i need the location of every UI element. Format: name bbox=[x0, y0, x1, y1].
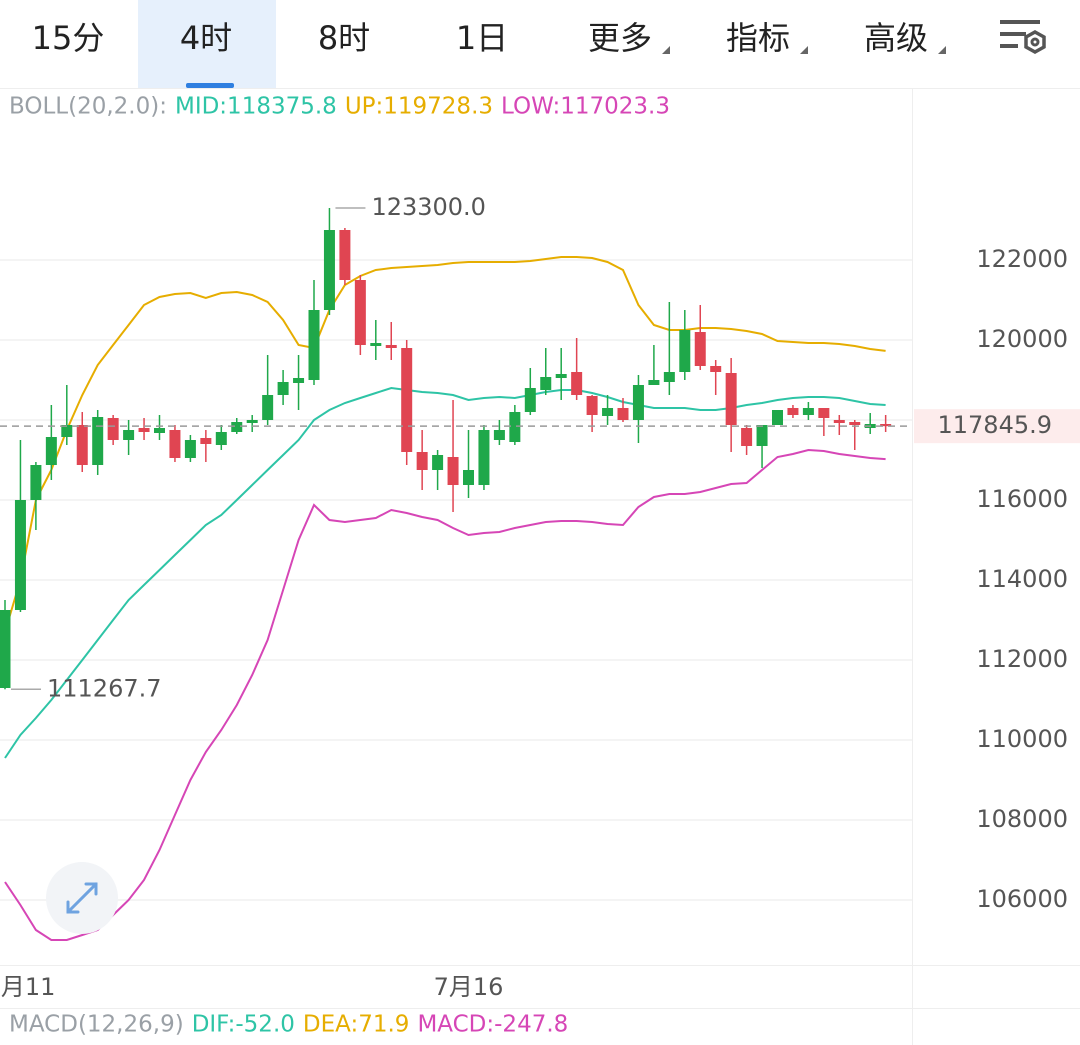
candle-body bbox=[323, 230, 335, 310]
candle-body bbox=[231, 422, 243, 432]
legend-item: UP:119728.3 bbox=[345, 94, 493, 120]
candle-body bbox=[880, 424, 892, 427]
candle-body bbox=[138, 428, 150, 432]
legend-item: LOW:117023.3 bbox=[501, 94, 670, 120]
x-tick-label: 7月11 bbox=[0, 973, 55, 1001]
candle-body bbox=[802, 408, 814, 415]
tab[interactable]: 15分 bbox=[32, 19, 105, 57]
annotation-label: 123300.0 bbox=[371, 193, 486, 221]
candle-body bbox=[76, 425, 88, 465]
tab[interactable]: 4时 bbox=[180, 19, 232, 57]
boll-line bbox=[4, 448, 886, 941]
expand-button[interactable] bbox=[46, 862, 118, 934]
tab-indicator bbox=[186, 83, 234, 88]
y-tick-label: 112000 bbox=[976, 645, 1068, 673]
candle-body bbox=[555, 374, 567, 378]
plot bbox=[0, 207, 912, 941]
candle-body bbox=[0, 610, 11, 688]
tab[interactable]: 1日 bbox=[456, 19, 508, 57]
candle-body bbox=[14, 500, 26, 610]
candle-body bbox=[308, 310, 320, 380]
candle-body bbox=[154, 428, 165, 433]
candle-body bbox=[571, 372, 583, 395]
candle-body bbox=[632, 385, 644, 420]
y-tick-label: 108000 bbox=[976, 805, 1068, 833]
dropdown-caret bbox=[938, 46, 946, 54]
candle-body bbox=[787, 408, 799, 415]
legend-item: MACD:-247.8 bbox=[417, 1012, 568, 1038]
candle-body bbox=[447, 457, 459, 485]
tab[interactable]: 高级 bbox=[864, 19, 928, 57]
y-tick-label: 110000 bbox=[976, 725, 1068, 753]
y-tick-label: 122000 bbox=[976, 245, 1068, 273]
candle-body bbox=[725, 373, 737, 425]
candle-body bbox=[710, 366, 722, 372]
y-tick-label: 114000 bbox=[976, 565, 1068, 593]
candle-body bbox=[679, 330, 691, 372]
last-price-bg bbox=[914, 409, 1080, 444]
y-tick-label: 116000 bbox=[976, 485, 1068, 513]
candle-body bbox=[478, 430, 490, 485]
settings-icon[interactable] bbox=[1000, 20, 1046, 55]
candle-body bbox=[772, 410, 783, 425]
y-tick-label: 120000 bbox=[976, 325, 1068, 353]
candle-body bbox=[663, 372, 675, 382]
legend-label: MACD(12,26,9) bbox=[9, 1012, 184, 1038]
candle-body bbox=[540, 377, 552, 390]
candle-body bbox=[741, 428, 753, 446]
candle-body bbox=[586, 396, 598, 415]
candle-body bbox=[277, 382, 289, 395]
candle-body bbox=[30, 465, 42, 500]
candle-body bbox=[339, 230, 351, 280]
candle-body bbox=[617, 408, 629, 420]
candle-body bbox=[184, 440, 196, 458]
candle-body bbox=[694, 332, 706, 366]
candle-body bbox=[849, 422, 861, 425]
candle-body bbox=[45, 437, 57, 465]
candle-body bbox=[262, 395, 274, 420]
candle-body bbox=[818, 408, 830, 418]
candle-body bbox=[169, 430, 181, 458]
tab[interactable]: 指标 bbox=[726, 19, 790, 57]
candle-body bbox=[370, 343, 382, 346]
x-tick-label: 7月16 bbox=[434, 973, 504, 1001]
candle-body bbox=[432, 455, 444, 470]
legend-item: MID:118375.8 bbox=[175, 94, 337, 120]
candle-body bbox=[385, 345, 397, 348]
legend-item: DEA:71.9 bbox=[303, 1012, 410, 1038]
candle-body bbox=[215, 432, 227, 445]
y-tick-label: 106000 bbox=[976, 885, 1068, 913]
candle-body bbox=[401, 348, 413, 452]
candle-body bbox=[61, 425, 73, 437]
candle-body bbox=[107, 418, 119, 440]
candle-body bbox=[602, 408, 614, 416]
candle-body bbox=[293, 378, 305, 383]
boll-line bbox=[4, 386, 886, 759]
candle-body bbox=[833, 420, 845, 423]
legend-item: DIF:-52.0 bbox=[192, 1012, 295, 1038]
dropdown-caret bbox=[662, 46, 670, 54]
candle-body bbox=[463, 470, 474, 485]
candle-body bbox=[246, 420, 258, 423]
dropdown-caret bbox=[800, 46, 808, 54]
candle-body bbox=[200, 438, 212, 444]
tab[interactable]: 8时 bbox=[318, 19, 370, 57]
candle-body bbox=[354, 280, 366, 345]
annotation-label: 111267.7 bbox=[47, 674, 162, 702]
candle-body bbox=[524, 388, 536, 412]
candle-body bbox=[123, 430, 135, 440]
legend-label: BOLL(20,2.0): bbox=[9, 94, 167, 120]
candle-body bbox=[509, 412, 521, 442]
boll-line bbox=[4, 256, 886, 633]
candle-body bbox=[92, 417, 104, 465]
tab-selected-bg bbox=[138, 0, 276, 88]
tab[interactable]: 更多 bbox=[588, 19, 652, 57]
candle-body bbox=[493, 430, 505, 440]
candle-body bbox=[416, 452, 428, 470]
candle-body bbox=[648, 380, 660, 385]
candle-body bbox=[756, 425, 768, 446]
last-price-label: 117845.9 bbox=[937, 411, 1052, 439]
